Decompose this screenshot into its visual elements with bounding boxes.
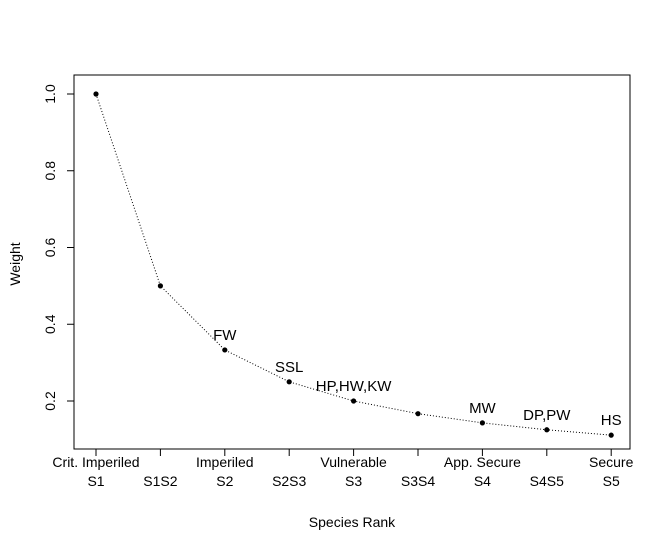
x-tick-label: S2S3: [272, 473, 306, 489]
x-tick-label: S2: [216, 473, 233, 489]
data-points: [93, 91, 614, 438]
x-tick-description: Crit. Imperiled: [52, 454, 139, 470]
y-tick-label: 0.8: [42, 161, 58, 181]
point-label: SSL: [275, 359, 303, 376]
point-label: HS: [601, 412, 622, 429]
data-point: [479, 420, 485, 426]
x-tick-description: Secure: [589, 454, 634, 470]
data-point: [608, 432, 614, 438]
data-point: [544, 427, 550, 433]
y-axis: 0.2 0.4 0.6 0.8 1.0: [42, 84, 74, 411]
y-tick-label: 1.0: [42, 84, 58, 104]
point-label: HP,HW,KW: [316, 378, 392, 395]
x-tick-label: S4: [474, 473, 491, 489]
data-point: [157, 283, 163, 289]
x-tick-label: S1: [87, 473, 104, 489]
data-point: [222, 347, 228, 353]
y-axis-title: Weight: [7, 242, 23, 285]
x-axis: Crit. Imperiled S1 S1S2 Imperiled S2 S2S3 Vuln…: [52, 449, 634, 489]
data-point: [351, 398, 357, 404]
point-label: DP,PW: [523, 407, 571, 424]
y-tick-label: 0.6: [42, 238, 58, 258]
x-tick-description: Imperiled: [196, 454, 254, 470]
x-axis-title: Species Rank: [309, 514, 396, 530]
data-point: [415, 411, 421, 417]
x-tick-label: S5: [603, 473, 620, 489]
plot-frame: [73, 74, 631, 450]
x-tick-label: S3S4: [401, 473, 435, 489]
point-labels: FW SSL HP,HW,KW MW DP,PW HS: [213, 327, 621, 429]
x-tick-description: Vulnerable: [320, 454, 387, 470]
data-point: [286, 379, 292, 385]
x-tick-label: S4S5: [530, 473, 564, 489]
point-label: MW: [469, 400, 496, 417]
point-label: FW: [213, 327, 237, 344]
x-tick-description: App. Secure: [444, 454, 521, 470]
data-point: [93, 91, 99, 97]
y-tick-label: 0.4: [42, 314, 58, 334]
x-tick-label: S3: [345, 473, 362, 489]
y-tick-label: 0.2: [42, 391, 58, 411]
x-tick-label: S1S2: [143, 473, 177, 489]
